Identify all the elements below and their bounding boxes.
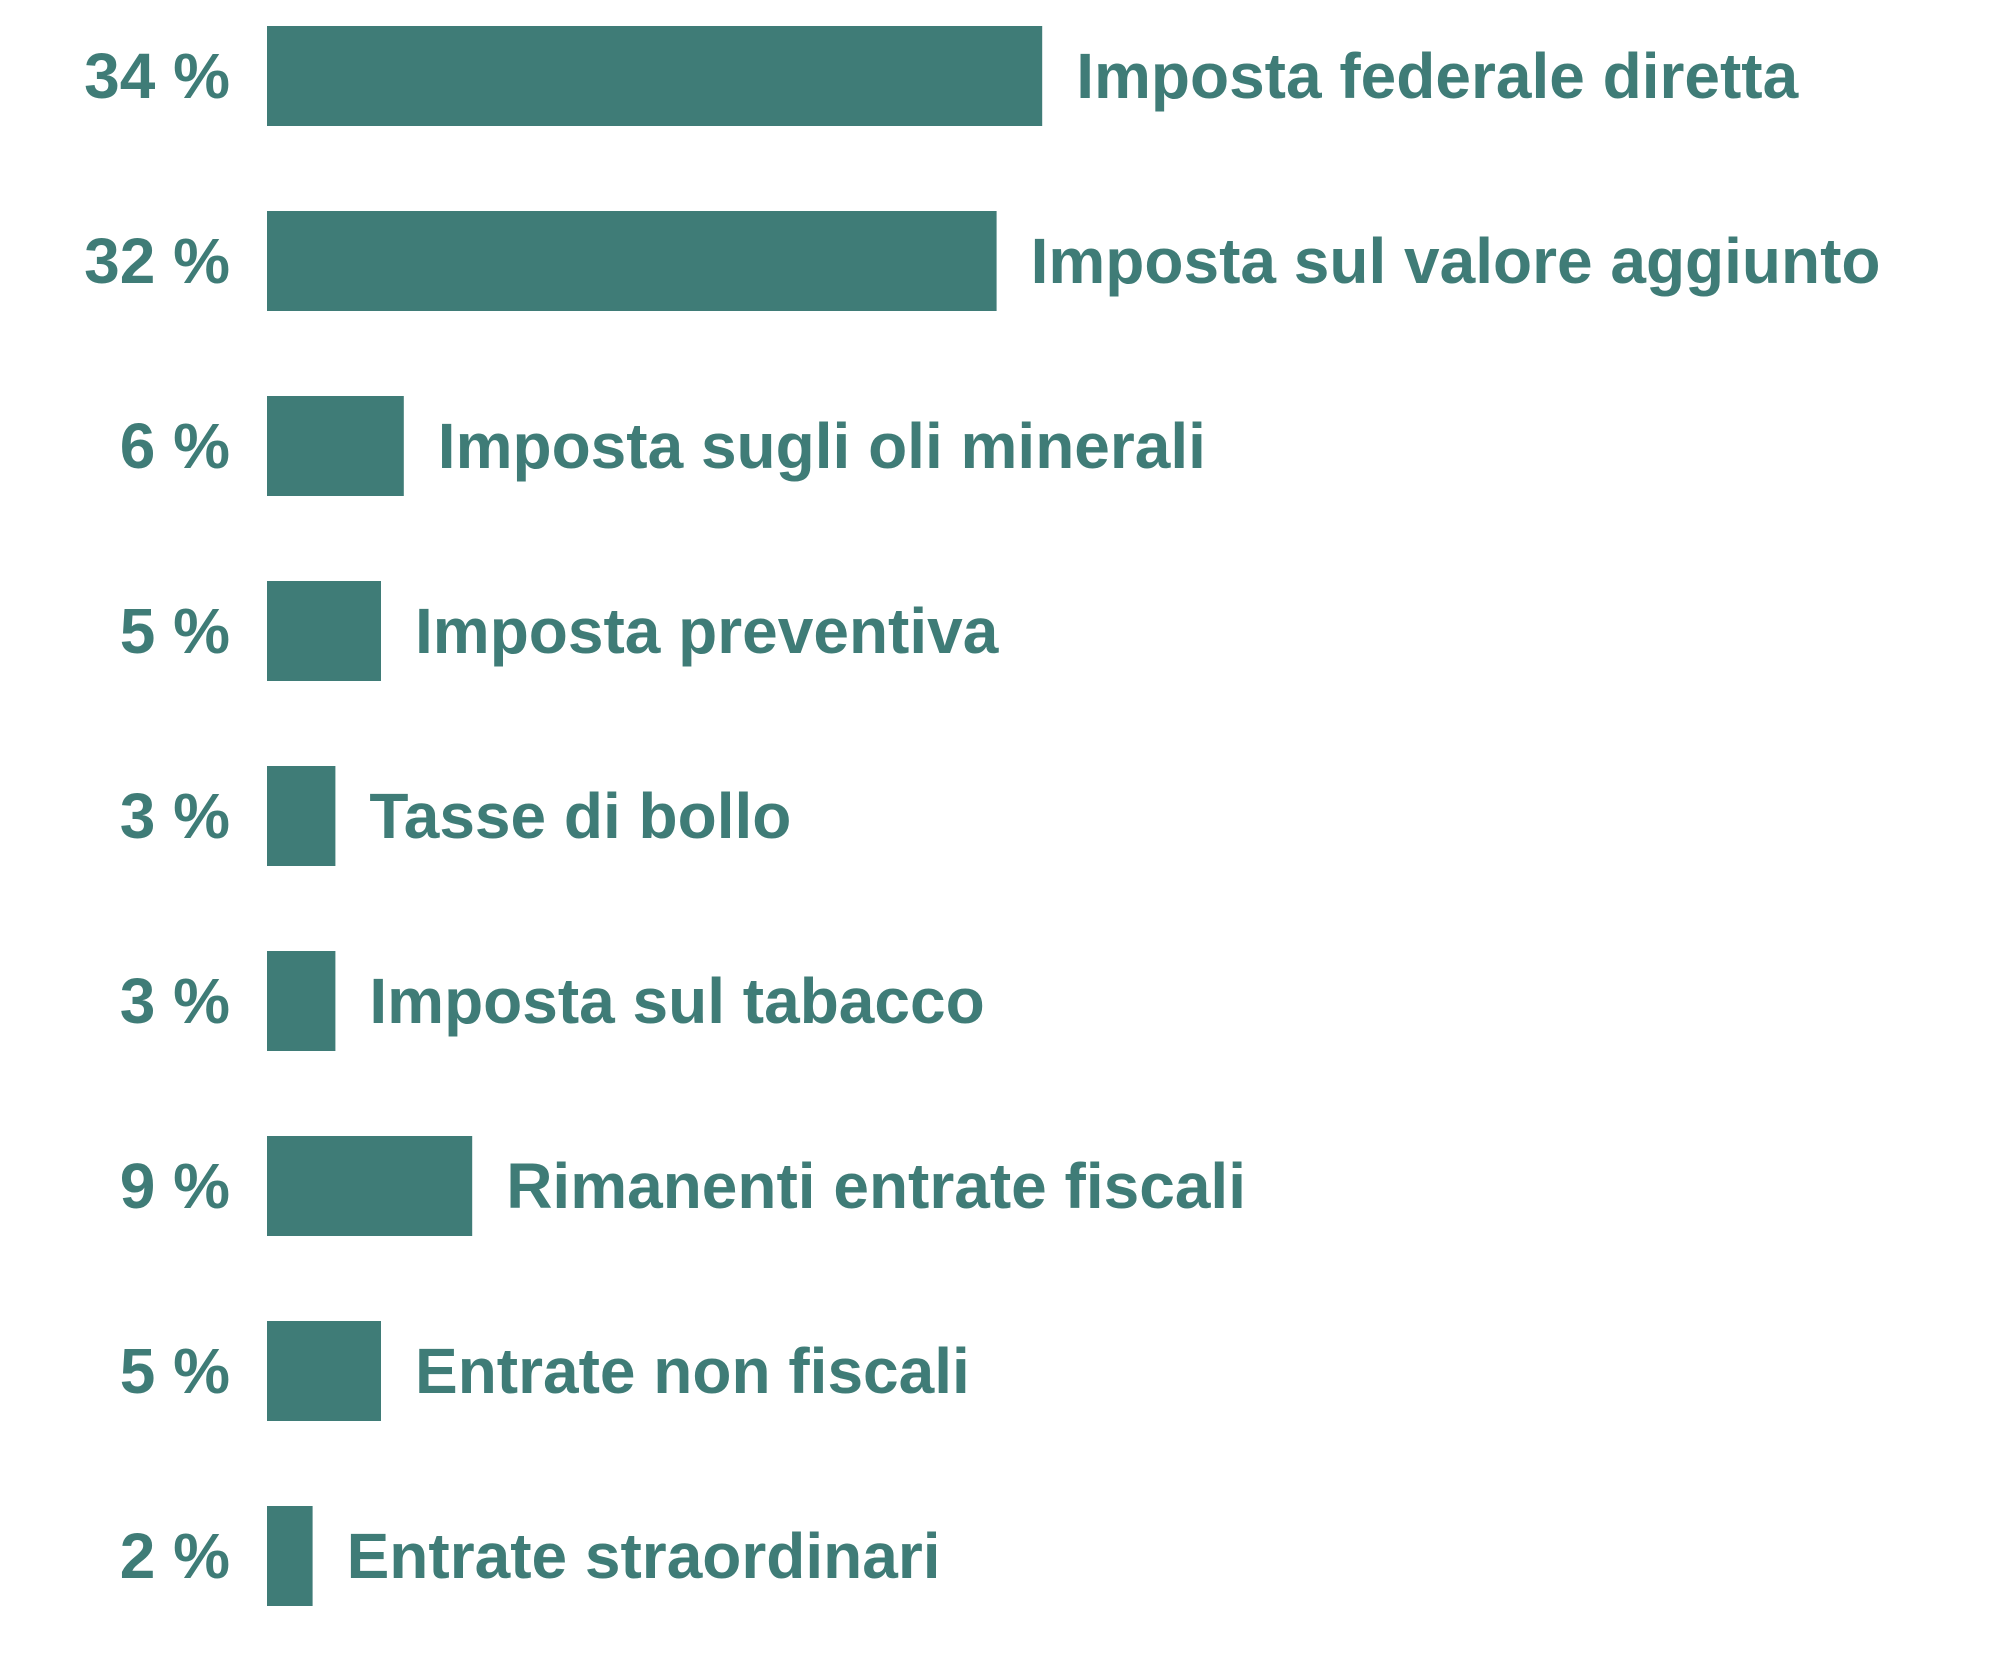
value-label: 34 %: [84, 40, 230, 112]
bar: [267, 1321, 381, 1421]
category-label: Rimanenti entrate fiscali: [506, 1150, 1246, 1222]
value-label: 5 %: [120, 595, 230, 667]
category-label: Imposta sugli oli minerali: [438, 410, 1206, 482]
category-label: Imposta sul tabacco: [369, 965, 984, 1037]
value-label: 6 %: [120, 410, 230, 482]
category-label: Entrate straordinari: [347, 1520, 941, 1592]
category-label: Imposta sul valore aggiunto: [1031, 225, 1881, 297]
value-label: 3 %: [120, 780, 230, 852]
value-label: 2 %: [120, 1520, 230, 1592]
bar: [267, 1506, 313, 1606]
bar: [267, 766, 336, 866]
category-label: Imposta preventiva: [415, 595, 999, 667]
category-label: Tasse di bollo: [369, 780, 791, 852]
category-label: Imposta federale diretta: [1076, 40, 1798, 112]
bar: [267, 211, 997, 311]
value-label: 5 %: [120, 1335, 230, 1407]
bar: [267, 951, 336, 1051]
bar: [267, 581, 381, 681]
bar: [267, 1136, 473, 1236]
value-label: 3 %: [120, 965, 230, 1037]
bar: [267, 396, 404, 496]
category-label: Entrate non fiscali: [415, 1335, 970, 1407]
value-label: 32 %: [84, 225, 230, 297]
value-label: 9 %: [120, 1150, 230, 1222]
bar: [267, 26, 1043, 126]
